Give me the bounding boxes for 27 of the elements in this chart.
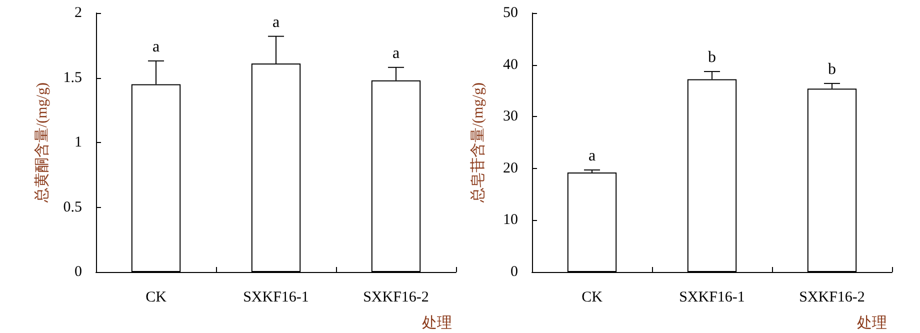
annotation: a xyxy=(588,147,596,164)
y-tick-label: 0 xyxy=(510,264,518,280)
annotation: a xyxy=(152,38,160,56)
x-tick-label: CK xyxy=(146,290,167,306)
x-tick-label: SXKF16-1 xyxy=(243,290,309,306)
y-tick-label: 40 xyxy=(503,56,518,73)
y-tick-label: 10 xyxy=(503,212,518,228)
x-tick-label: SXKF16-2 xyxy=(799,290,865,306)
y-tick-label: 20 xyxy=(503,160,518,176)
x-tick-label: SXKF16-2 xyxy=(363,290,429,306)
x-axis-title: 处理 xyxy=(857,314,887,332)
y-tick-label: 1 xyxy=(74,134,82,150)
y-tick-label: 2 xyxy=(74,5,82,21)
y-axis-title: 总皂苷含量/(mg/g) xyxy=(470,82,486,204)
y-tick-label: 0 xyxy=(74,264,82,280)
y-tick-label: 50 xyxy=(503,5,518,21)
y-tick-label: 1.5 xyxy=(63,70,82,86)
annotation: a xyxy=(392,44,400,62)
annotation: b xyxy=(828,60,836,78)
annotation: b xyxy=(708,49,716,66)
annotation: a xyxy=(272,14,280,31)
x-tick-label: SXKF16-1 xyxy=(679,290,745,306)
y-axis-title: 总黄酮含量/(mg/g) xyxy=(34,82,50,204)
x-axis-title: 处理 xyxy=(422,314,452,332)
y-tick-label: 0.5 xyxy=(63,199,82,216)
y-tick-label: 30 xyxy=(503,108,518,125)
x-tick-label: CK xyxy=(582,290,603,306)
